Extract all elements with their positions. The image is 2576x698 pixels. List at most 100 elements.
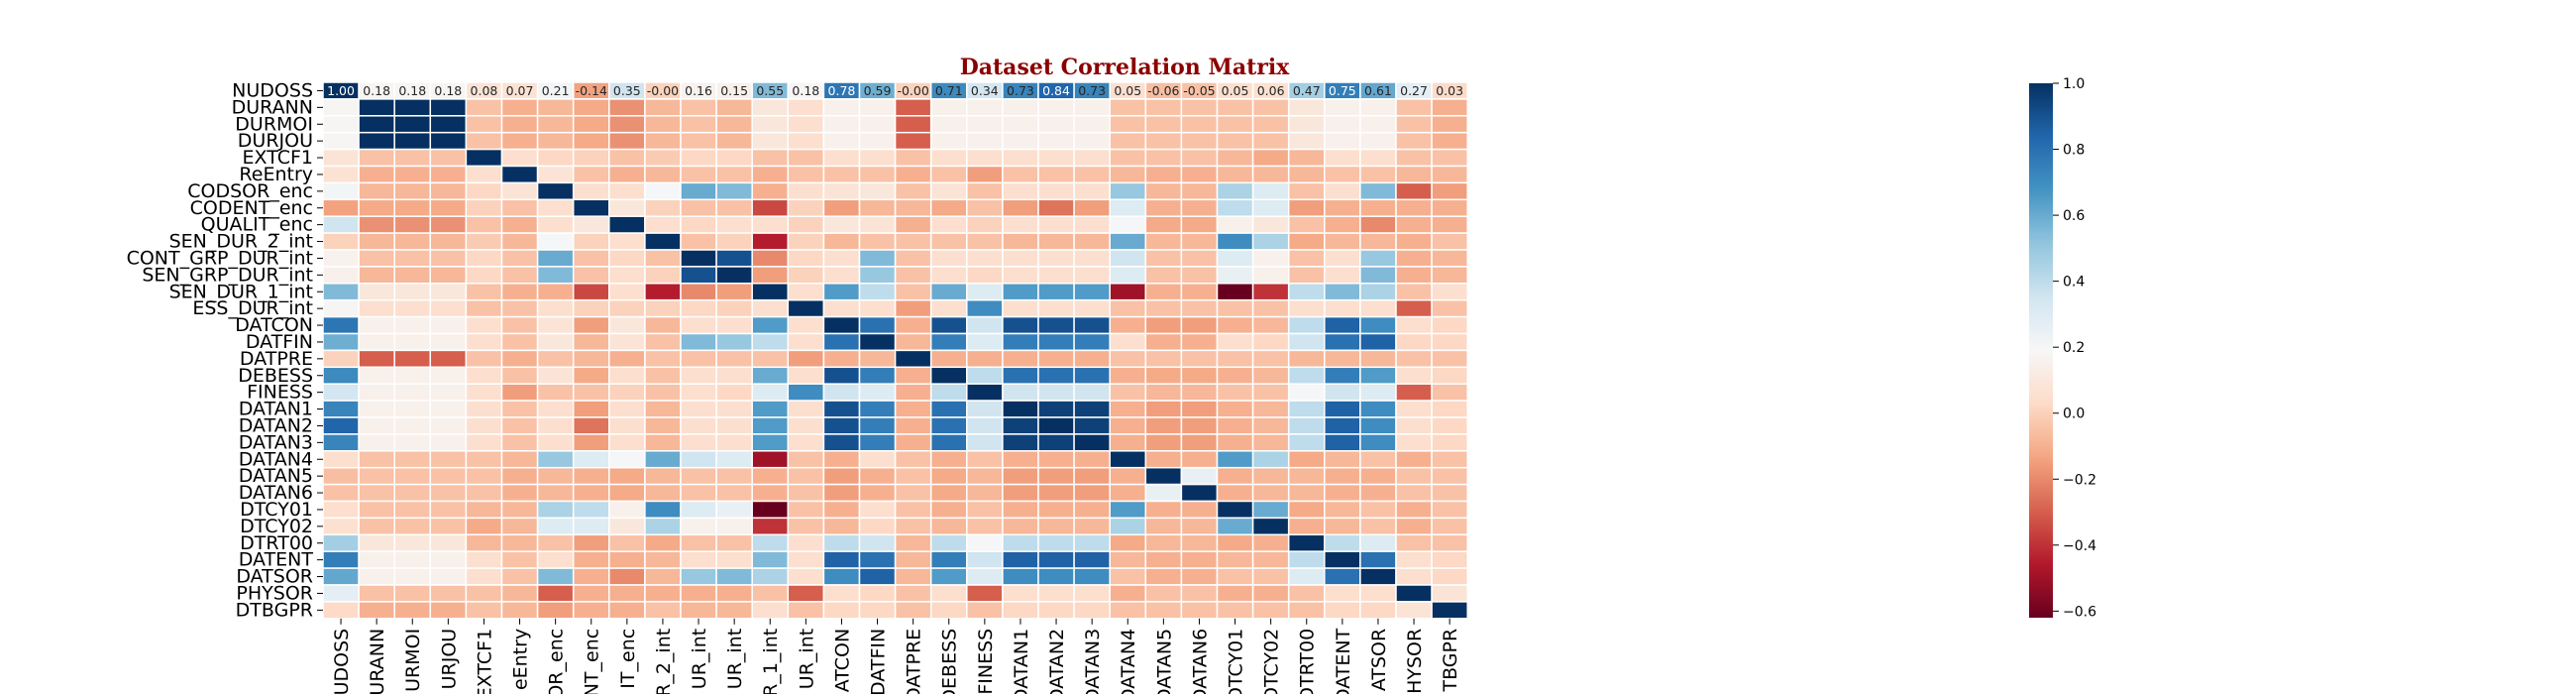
- heatmap-cell: [1002, 601, 1039, 620]
- heatmap-cell: [929, 584, 968, 603]
- heatmap-cell: [1109, 165, 1147, 184]
- heatmap-cell: [644, 567, 682, 586]
- heatmap-cell: [1395, 98, 1433, 117]
- heatmap-cell: [929, 181, 968, 201]
- heatmap-cell: [929, 550, 968, 569]
- heatmap-cell: [966, 181, 1004, 201]
- row-label: DURMOI: [235, 113, 313, 135]
- heatmap-cell: [894, 550, 932, 569]
- chart-title: Dataset Correlation Matrix: [960, 55, 1290, 80]
- heatmap-cell: [536, 232, 575, 251]
- heatmap-cell: [1287, 366, 1326, 385]
- heatmap-cell: [1002, 416, 1039, 435]
- column-label: DATAN3: [1082, 629, 1104, 694]
- heatmap-cell: [1216, 383, 1254, 402]
- heatmap-cell: [894, 249, 932, 268]
- heatmap-cell: [536, 550, 575, 569]
- column-label: UR_int: [689, 629, 710, 689]
- heatmap-cell: [1144, 266, 1183, 285]
- heatmap-cell: [322, 450, 360, 469]
- heatmap-cell: [929, 332, 968, 352]
- heatmap-cell: [1037, 550, 1075, 569]
- heatmap-cell: [858, 98, 897, 117]
- heatmap-cell: [608, 601, 646, 620]
- heatmap-cell: [680, 249, 717, 268]
- heatmap-cell: [393, 383, 432, 402]
- heatmap-cell: [1287, 181, 1326, 201]
- heatmap-cell: [1073, 550, 1111, 569]
- heatmap-cell: [500, 115, 539, 134]
- heatmap-cell: [715, 533, 753, 552]
- heatmap-cell: [787, 198, 825, 217]
- heatmap-cell: [680, 131, 717, 151]
- heatmap-cell: [1002, 567, 1039, 586]
- heatmap-cell: [536, 332, 575, 352]
- heatmap-cell: [858, 366, 897, 385]
- heatmap-cell: [858, 450, 897, 469]
- heatmap-cell: [680, 383, 717, 402]
- heatmap-cell: [644, 416, 682, 435]
- heatmap-cell: [644, 584, 682, 603]
- heatmap-cell: [322, 483, 360, 503]
- cell-annotation: 0.61: [1364, 83, 1392, 98]
- heatmap-cell: [680, 584, 717, 603]
- heatmap-cell: [858, 115, 897, 134]
- heatmap-cell: [1359, 366, 1397, 385]
- heatmap-cell: [715, 181, 753, 201]
- heatmap-cell: [894, 98, 932, 117]
- heatmap-cell: [1073, 198, 1111, 217]
- heatmap-cell: [1216, 567, 1254, 586]
- heatmap-cell: [322, 181, 360, 201]
- heatmap-cell: [966, 349, 1004, 369]
- row-labels: NUDOSSDURANNDURMOIDURJOUEXTCF1ReEntryCOD…: [127, 79, 323, 621]
- cell-annotation: -0.00: [897, 83, 928, 98]
- heatmap-cell: [608, 466, 646, 486]
- heatmap-cell: [1287, 148, 1326, 168]
- heatmap-cell: [1431, 416, 1468, 435]
- heatmap-cell: [1216, 165, 1254, 184]
- cell-annotation: 0.05: [1114, 83, 1141, 98]
- heatmap-cell: [572, 567, 610, 586]
- heatmap-cell: [680, 215, 717, 234]
- heatmap-cell: [929, 533, 968, 552]
- heatmap-cell: [1073, 483, 1111, 503]
- heatmap-cell: [787, 148, 825, 168]
- heatmap-cell: [429, 131, 468, 151]
- heatmap-cell: [1431, 98, 1468, 117]
- heatmap-cell: [1073, 98, 1111, 117]
- heatmap-cell: [1144, 232, 1183, 251]
- heatmap-cell: [1395, 400, 1433, 418]
- colorbar-tick-label: 0.4: [2063, 275, 2085, 291]
- heatmap-cell: [644, 215, 682, 234]
- colorbar-tick-label: 1.0: [2063, 76, 2085, 92]
- heatmap-cell: [1216, 315, 1254, 335]
- heatmap-cell: [858, 517, 897, 536]
- heatmap-cell: [644, 332, 682, 352]
- heatmap-cell: [1216, 283, 1254, 301]
- heatmap-cell: [822, 567, 861, 586]
- heatmap-cell: [429, 349, 468, 369]
- heatmap-cell: [429, 483, 468, 503]
- heatmap-cell: [1073, 450, 1111, 469]
- heatmap-cell: [751, 584, 790, 603]
- heatmap-cell: [929, 483, 968, 503]
- heatmap-cell: [536, 533, 575, 552]
- heatmap-cell: [500, 332, 539, 352]
- heatmap-cell: [787, 550, 825, 569]
- colorbar-tick-label: −0.4: [2063, 538, 2096, 554]
- heatmap-cell: [1216, 517, 1254, 536]
- heatmap-cell: [429, 315, 468, 335]
- heatmap-cell: [1251, 433, 1290, 452]
- heatmap-cell: [1216, 98, 1254, 117]
- heatmap-cell: [1037, 249, 1075, 268]
- heatmap-cell: [715, 584, 753, 603]
- cell-annotation: 0.34: [971, 83, 999, 98]
- cell-annotation: 0.18: [792, 83, 819, 98]
- heatmap-cell: [1144, 349, 1183, 369]
- heatmap-cell: [393, 215, 432, 234]
- heatmap-cell: [1037, 115, 1075, 134]
- cell-annotation: 0.59: [864, 83, 892, 98]
- heatmap-cell: [393, 198, 432, 217]
- heatmap-cell: [322, 115, 360, 134]
- heatmap-cell: [1359, 215, 1397, 234]
